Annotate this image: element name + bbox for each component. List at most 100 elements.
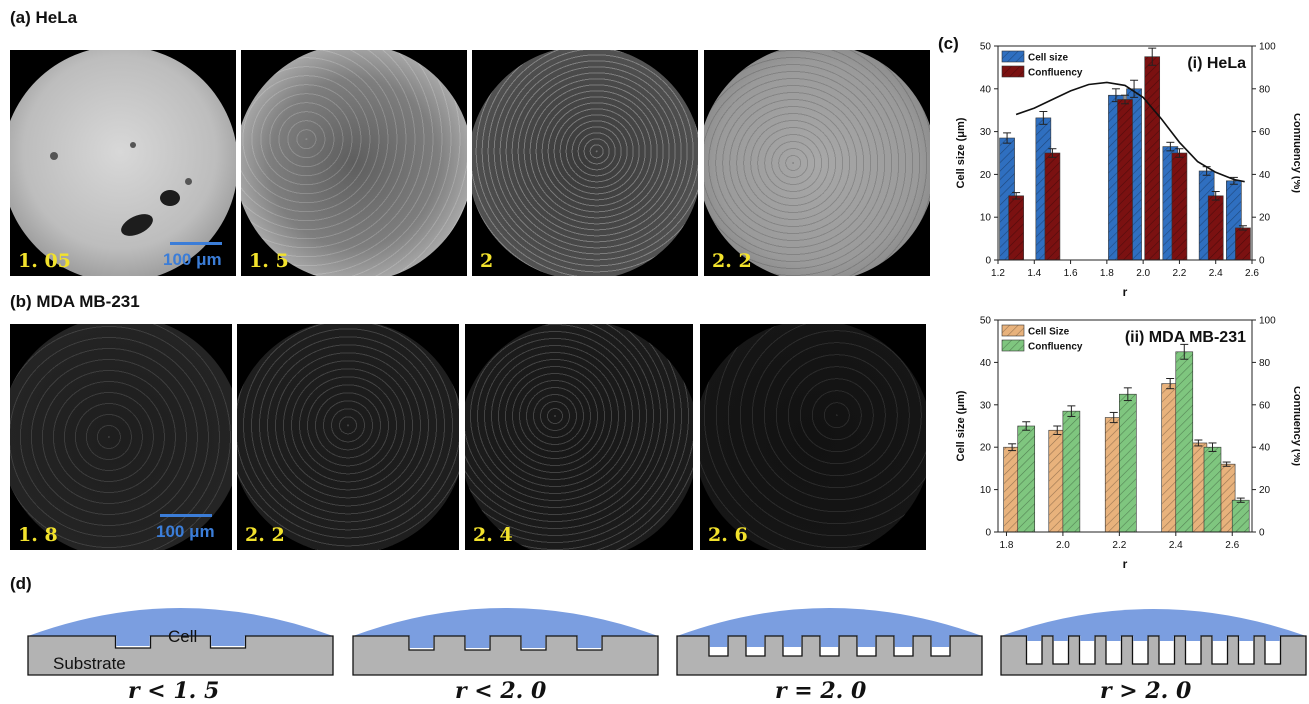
condition-label-3: r = 2. 0 <box>775 678 867 704</box>
cell-texture <box>704 50 930 276</box>
y2-tick-label: 20 <box>1259 485 1271 496</box>
y2-tick-label: 60 <box>1259 400 1271 411</box>
groove-fill <box>857 636 876 647</box>
substrate <box>1000 635 1307 676</box>
y2-tick-label: 40 <box>1259 170 1271 181</box>
field-disk <box>700 324 926 550</box>
cell-texture <box>472 50 698 276</box>
y2-tick-label: 80 <box>1259 84 1271 95</box>
field-disk <box>465 324 693 550</box>
x-tick-label: 2.2 <box>1112 540 1126 551</box>
groove-fill <box>820 636 839 647</box>
y2-tick-label: 0 <box>1259 256 1265 267</box>
groove-fill <box>1027 636 1042 641</box>
bar-confluency <box>1231 499 1250 533</box>
x-tick-label: 2.6 <box>1245 268 1259 279</box>
mda-micrograph-2: 2. 2 <box>237 324 459 550</box>
groove-fill <box>1265 636 1280 641</box>
condition-label-2: r < 2. 0 <box>455 678 547 704</box>
y2-tick-label: 20 <box>1259 213 1271 224</box>
groove-fill <box>521 636 546 648</box>
bar-confluency <box>1175 351 1194 533</box>
y-tick-label: 0 <box>985 256 991 267</box>
y-axis-label: Cell size (μm) <box>955 117 967 188</box>
y-tick-label: 10 <box>980 485 992 496</box>
bar-confluency <box>1119 393 1137 533</box>
legend-label: Cell Size <box>1028 327 1070 338</box>
cell-cap <box>677 608 982 636</box>
groove-fill <box>1053 636 1068 641</box>
y2-tick-label: 100 <box>1259 42 1276 53</box>
cell-texture <box>700 324 926 550</box>
micrograph-caption: 2. 6 <box>708 524 748 546</box>
legend-swatch <box>1001 50 1025 63</box>
legend-label: Confluency <box>1028 342 1083 353</box>
groove-fill <box>465 636 490 648</box>
groove-fill <box>577 636 602 648</box>
schematic-1 <box>27 608 334 676</box>
micrograph-caption: 2. 2 <box>712 250 752 272</box>
y-tick-label: 30 <box>980 400 992 411</box>
fit-curve <box>1015 81 1245 183</box>
mda-bar-chart: 1.8 2.0 2.2 2.4 2.6 0 10 20 30 40 50 0 20 40 60 80 100 r C… <box>955 316 1300 572</box>
substrate <box>352 635 659 676</box>
x-axis-label: r <box>1123 557 1128 571</box>
bar-confluency <box>1235 227 1251 261</box>
hela-micrograph-2: 1. 5 <box>241 50 467 276</box>
groove-fill <box>746 636 765 647</box>
field-disk <box>704 50 930 276</box>
field-disk <box>10 324 232 550</box>
x-tick-label: 1.6 <box>1064 268 1078 279</box>
chart-title: (ii) MDA MB-231 <box>1125 329 1246 346</box>
chart-title: (i) HeLa <box>1187 55 1246 72</box>
x-tick-label: 2.4 <box>1169 540 1183 551</box>
groove-fill <box>1239 636 1254 641</box>
y-tick-label: 0 <box>985 528 991 539</box>
y2-tick-label: 80 <box>1259 358 1271 369</box>
micrograph-caption: 2. 2 <box>245 524 285 546</box>
cell-cap <box>353 608 658 636</box>
x-tick-label: 2.0 <box>1056 540 1070 551</box>
x-tick-label: 2.6 <box>1225 540 1239 551</box>
hela-micrograph-4: 2. 2 <box>704 50 930 276</box>
groove-fill <box>1212 636 1227 641</box>
groove-fill <box>1080 636 1095 641</box>
schematic-4 <box>1000 609 1307 676</box>
cell-texture <box>465 324 693 550</box>
mda-micrograph-1: 100 μm 1. 8 <box>10 324 232 550</box>
y-tick-label: 30 <box>980 127 992 138</box>
scale-bar-label: 100 μm <box>156 522 215 541</box>
panel-b-label: (b) MDA MB-231 <box>10 292 140 311</box>
field-disk <box>241 50 467 276</box>
x-tick-label: 2.2 <box>1172 268 1186 279</box>
y2-tick-label: 40 <box>1259 443 1271 454</box>
plot-frame <box>997 319 1253 533</box>
y-tick-label: 40 <box>980 84 992 95</box>
panel-a-label: (a) HeLa <box>10 8 78 27</box>
x-tick-label: 1.4 <box>1027 268 1041 279</box>
cell-label: Cell <box>168 627 198 646</box>
groove-fill <box>1159 636 1174 641</box>
micrograph-caption: 1. 8 <box>18 524 58 546</box>
bar-confluency <box>1062 410 1081 533</box>
substrate <box>27 635 334 676</box>
groove-fill <box>931 636 950 647</box>
scale-bar <box>170 242 222 245</box>
condition-label-4: r > 2. 0 <box>1100 678 1192 704</box>
panel-c-label: (c) <box>938 34 959 53</box>
debris <box>130 142 136 148</box>
field-disk <box>10 50 236 276</box>
y-tick-label: 50 <box>980 42 992 53</box>
hela-micrograph-3: 2 <box>472 50 698 276</box>
x-axis-label: r <box>1123 285 1128 299</box>
cell-texture <box>10 324 232 550</box>
bar-confluency <box>1144 56 1161 261</box>
plot-frame <box>997 45 1253 261</box>
micrograph-caption: 2. 4 <box>473 524 513 546</box>
legend-label: Confluency <box>1028 68 1083 79</box>
micrograph-caption: 2 <box>480 250 494 272</box>
cell-texture <box>237 324 459 550</box>
y2-tick-label: 60 <box>1259 127 1271 138</box>
legend-swatch <box>1001 324 1025 337</box>
y-tick-label: 40 <box>980 358 992 369</box>
